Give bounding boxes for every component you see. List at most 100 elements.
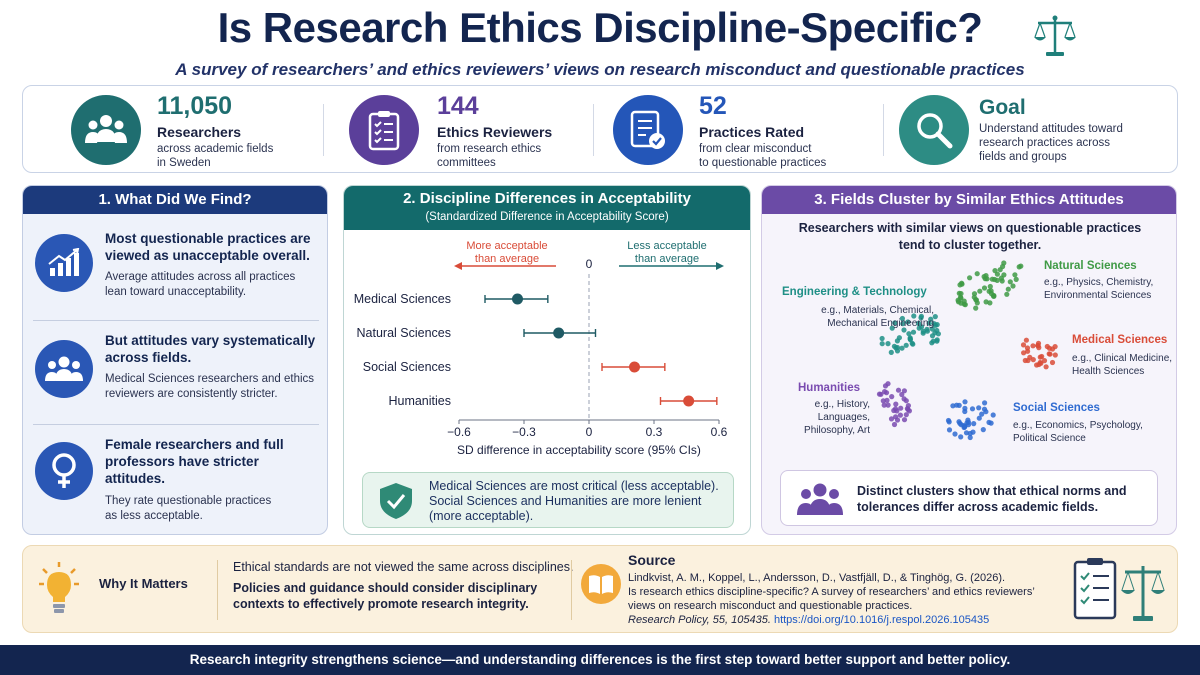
cluster-point	[885, 402, 891, 408]
cluster-point	[1041, 358, 1048, 364]
finding-body: They rate questionable practices as less…	[105, 495, 272, 522]
cluster-point	[893, 401, 899, 407]
source-doi-link[interactable]: https://doi.org/10.1016/j.respol.2026.10…	[773, 614, 990, 626]
clusters-note: Distinct clusters show that ethical norm…	[780, 470, 1158, 526]
cluster-point	[988, 291, 995, 297]
cluster-point	[992, 268, 998, 274]
cluster-desc: e.g., Clinical Medicine, Health Sciences	[1072, 353, 1173, 377]
cluster-point	[900, 321, 906, 327]
trend-chart-icon	[35, 234, 93, 292]
cluster-point	[1007, 279, 1013, 285]
cluster-point	[889, 394, 895, 400]
cluster-point	[958, 434, 964, 440]
cluster-point	[920, 330, 926, 336]
chart-subtitle: (Standardized Difference in Acceptabilit…	[425, 211, 669, 223]
cluster-point	[894, 408, 900, 414]
discipline-differences-panel: 2. Discipline Differences in Acceptabili…	[343, 185, 751, 535]
right-annotation: than average	[635, 253, 699, 265]
why-title: Why It Matters	[99, 576, 188, 591]
cluster-point	[878, 391, 884, 397]
cluster-point	[879, 335, 885, 342]
cluster-point	[897, 412, 903, 418]
cluster-point	[952, 431, 958, 437]
cluster-point	[957, 420, 963, 426]
stat-goal: Goal Understand attitudes toward research…	[883, 86, 1179, 174]
cluster-point	[901, 417, 908, 423]
cluster-point	[928, 316, 934, 322]
cluster-point	[932, 330, 938, 336]
cluster-point	[1024, 345, 1031, 351]
stat-desc: Understand attitudes toward research prac…	[979, 123, 1123, 163]
cluster-desc: e.g., History, Languages, Philosophy, Art	[804, 399, 870, 436]
cluster-point	[980, 427, 986, 433]
stat-researchers: 11,050 Researchers across academic field…	[23, 86, 313, 174]
shield-check-icon	[380, 483, 412, 519]
footer-banner: Research integrity strengthens science—a…	[0, 645, 1200, 675]
stat-desc: across academic fields in Sweden	[157, 143, 274, 169]
stat-label: Researchers	[157, 124, 242, 140]
panel-title: 1. What Did We Find?	[23, 186, 327, 214]
cluster-point	[987, 283, 993, 290]
x-tick-label: 0.6	[711, 425, 728, 439]
panel-title: 2. Discipline Differences in Acceptabili…	[344, 186, 750, 230]
cluster-point	[994, 277, 1000, 283]
cluster-point	[1047, 351, 1053, 357]
cluster-point	[888, 416, 895, 422]
cluster-point	[982, 400, 988, 406]
cluster-point	[932, 314, 938, 320]
cluster-point	[889, 325, 895, 331]
cluster-point	[955, 299, 962, 305]
cluster-point	[1023, 337, 1029, 343]
group-icon	[35, 340, 93, 398]
cluster-point	[1035, 342, 1041, 349]
cluster-point	[971, 421, 977, 427]
finding-item: Most questionable practices are viewed a…	[33, 230, 319, 310]
cluster-label: Natural Sciences	[1044, 260, 1137, 272]
cluster-point	[977, 288, 983, 294]
source-citation: views on research misconduct and questio…	[628, 600, 913, 612]
cluster-point	[987, 300, 993, 306]
clipboard-icon	[349, 95, 419, 165]
engineering-points	[879, 313, 941, 355]
cluster-point	[963, 430, 970, 436]
cluster-point	[916, 320, 922, 326]
cluster-point	[1030, 357, 1036, 363]
cluster-point	[926, 320, 932, 326]
cluster-point	[970, 429, 976, 435]
cluster-point	[969, 406, 976, 412]
checklist-scales-icon	[1073, 558, 1165, 621]
x-tick-label: −0.3	[512, 425, 536, 439]
cluster-point	[958, 295, 964, 301]
finding-heading: Female researchers and full professors h…	[105, 437, 284, 486]
cluster-point	[983, 409, 989, 415]
cluster-point	[965, 417, 971, 423]
people-icon	[71, 95, 141, 165]
medical-sciences-points	[1020, 337, 1058, 370]
finding-item: Female researchers and full professors h…	[33, 436, 319, 528]
cluster-point	[905, 403, 911, 409]
clusters-intro: Researchers with similar views on questi…	[798, 221, 1142, 252]
cluster-point	[979, 411, 985, 417]
cluster-point	[957, 282, 963, 288]
cluster-point	[1005, 286, 1011, 292]
clusters-panel: 3. Fields Cluster by Similar Ethics Atti…	[761, 185, 1177, 535]
source-title: Source	[628, 552, 676, 568]
cluster-point	[988, 420, 994, 426]
natural-sciences-points	[955, 260, 1024, 311]
panel-title: 3. Fields Cluster by Similar Ethics Atti…	[762, 186, 1176, 214]
zero-label: 0	[586, 257, 593, 271]
stat-number: 144	[437, 92, 479, 120]
group-icon	[797, 483, 843, 515]
cluster-point	[888, 349, 894, 355]
cluster-point	[946, 419, 952, 425]
cluster-point	[1030, 343, 1036, 349]
page-title: Is Research Ethics Discipline-Specific?	[217, 4, 983, 51]
point-estimate	[683, 395, 695, 407]
cluster-point	[901, 388, 907, 394]
cluster-point	[1012, 272, 1018, 278]
x-axis-label: SD difference in acceptability score (95…	[457, 443, 701, 457]
category-label: Medical Sciences	[354, 292, 451, 306]
cluster-label: Medical Sciences	[1072, 334, 1168, 346]
cluster-label: Social Sciences	[1013, 402, 1100, 414]
clusters-note-text: Distinct clusters show that ethical norm…	[857, 484, 1127, 514]
